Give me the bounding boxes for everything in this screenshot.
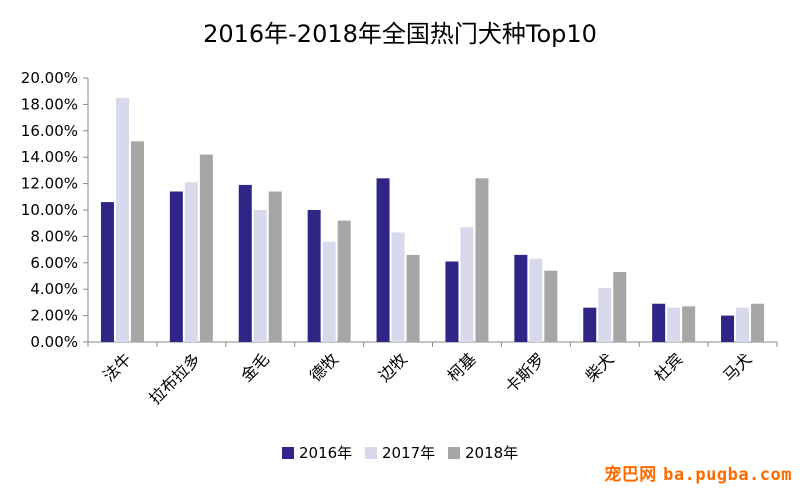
bar	[583, 307, 597, 342]
bar	[460, 227, 474, 342]
x-tick-label: 杜宾	[650, 349, 686, 385]
y-tick-label: 14.00%	[21, 148, 78, 166]
chart-title: 2016年-2018年全国热门犬种Top10	[203, 20, 597, 48]
x-tick-label: 柴犬	[582, 349, 618, 385]
watermark: 宠巴网 ba.pugba.com	[604, 460, 792, 485]
y-tick-label: 6.00%	[30, 254, 78, 272]
bar	[529, 258, 543, 342]
bar	[184, 182, 198, 342]
bar	[514, 254, 528, 342]
y-tick-label: 0.00%	[30, 333, 78, 351]
y-tick-label: 4.00%	[30, 280, 78, 298]
legend-swatch	[282, 447, 294, 459]
watermark-brand: 宠巴网	[604, 465, 657, 485]
watermark-domain: ba.pugba.com	[663, 465, 792, 485]
bar	[199, 154, 213, 342]
legend-swatch	[365, 447, 377, 459]
y-tick-label: 20.00%	[21, 69, 78, 87]
x-tick-label: 法牛	[99, 349, 135, 385]
x-tick-label: 德牧	[306, 349, 342, 385]
bar	[544, 270, 558, 342]
bar	[682, 306, 696, 342]
bar	[598, 287, 612, 342]
bars	[100, 97, 765, 342]
bar	[307, 210, 321, 342]
bar	[238, 184, 252, 342]
x-axis: 法牛 拉布拉多 金毛 德牧 边牧 柯基 卡斯罗 柴犬 杜宾 马犬	[87, 341, 778, 408]
x-tick-label: 马犬	[719, 349, 755, 385]
legend-label: 2018年	[465, 444, 518, 462]
bar	[376, 178, 390, 342]
x-tick-label: 金毛	[237, 349, 273, 385]
y-axis: 0.00% 2.00% 4.00% 6.00% 8.00% 10.00% 12.00% 14.…	[21, 69, 89, 351]
bar	[613, 272, 627, 342]
x-tick-label: 柯基	[444, 349, 480, 385]
legend-label: 2016年	[299, 444, 352, 462]
bar	[130, 141, 144, 342]
bar	[475, 178, 489, 342]
bar	[337, 220, 351, 342]
bar	[667, 307, 681, 342]
bar	[751, 303, 765, 342]
bar	[406, 254, 420, 342]
bar	[322, 241, 336, 342]
bar	[391, 232, 405, 342]
bar	[652, 303, 666, 342]
bar	[253, 210, 267, 342]
bar	[268, 191, 282, 342]
x-tick-label: 卡斯罗	[501, 349, 548, 396]
y-tick-label: 2.00%	[30, 307, 78, 325]
y-tick-label: 18.00%	[21, 95, 78, 113]
legend: 2016年 2017年 2018年	[282, 444, 518, 462]
x-tick-label: 拉布拉多	[145, 349, 204, 408]
bar	[100, 202, 114, 342]
bar	[115, 97, 129, 342]
x-tick-label: 边牧	[375, 349, 411, 385]
bar	[169, 191, 183, 342]
y-tick-label: 16.00%	[21, 122, 78, 140]
legend-swatch	[448, 447, 460, 459]
y-tick-label: 10.00%	[21, 201, 78, 219]
y-tick-label: 8.00%	[30, 227, 78, 245]
y-tick-label: 12.00%	[21, 175, 78, 193]
bar	[736, 307, 750, 342]
legend-label: 2017年	[382, 444, 435, 462]
bar	[445, 261, 459, 342]
bar	[721, 315, 735, 342]
